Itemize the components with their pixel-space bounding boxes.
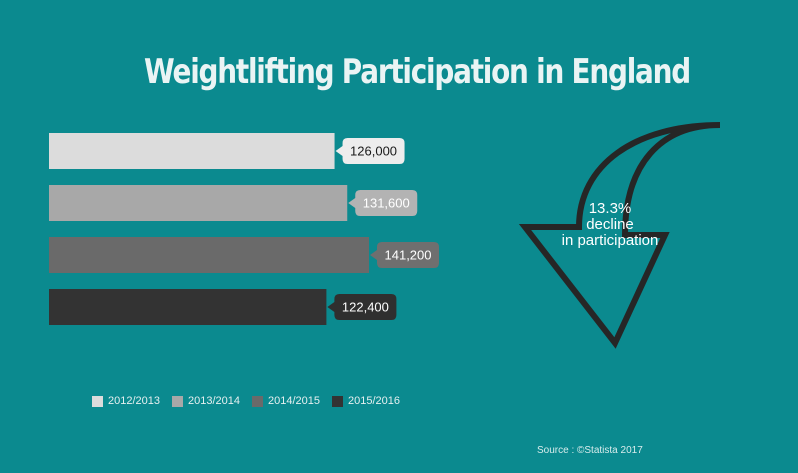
data-label: 122,400 (342, 300, 389, 315)
source-note: Source : ©Statista 2017 (537, 445, 643, 456)
decline-subject: in participation (561, 232, 659, 249)
legend-swatch (92, 395, 103, 407)
legend-item: 2013/2014 (172, 395, 240, 407)
legend-swatch (172, 395, 183, 407)
data-label: 141,200 (385, 248, 432, 263)
data-label-callout: 141,200 (370, 242, 439, 268)
bar-2013-2014 (49, 185, 348, 221)
decline-annotation: 13.3% decline in participation (545, 201, 675, 249)
bar-2015-2016 (49, 289, 327, 325)
legend-item: 2015/2016 (332, 395, 400, 407)
chart-title: Weightlifting Participation in England (144, 52, 691, 92)
data-label: 131,600 (363, 196, 410, 211)
legend-item: 2012/2013 (92, 395, 160, 407)
bar-2014-2015 (49, 237, 369, 273)
decline-arrow-icon (518, 122, 721, 349)
legend-label: 2014/2015 (268, 395, 320, 407)
data-label-callout: 126,000 (335, 138, 405, 164)
legend: 2012/2013 2013/2014 2014/2015 2015/2016 (92, 393, 412, 409)
legend-swatch (252, 395, 263, 407)
legend-label: 2015/2016 (348, 395, 400, 407)
decline-percent: 13.3% (588, 200, 632, 217)
data-label: 126,000 (350, 144, 397, 159)
legend-item: 2014/2015 (252, 395, 320, 407)
decline-word: decline (586, 216, 634, 233)
data-label-callout: 131,600 (348, 190, 418, 216)
bar-2012-2013 (49, 133, 335, 169)
legend-label: 2013/2014 (188, 395, 240, 407)
legend-swatch (332, 395, 343, 407)
legend-label: 2012/2013 (108, 395, 160, 407)
data-label-callout: 122,400 (327, 294, 397, 320)
